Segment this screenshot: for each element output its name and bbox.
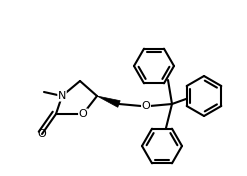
- Polygon shape: [97, 96, 120, 107]
- Text: N: N: [58, 91, 66, 101]
- Text: O: O: [38, 129, 46, 139]
- Text: O: O: [142, 101, 150, 111]
- Text: O: O: [79, 109, 87, 119]
